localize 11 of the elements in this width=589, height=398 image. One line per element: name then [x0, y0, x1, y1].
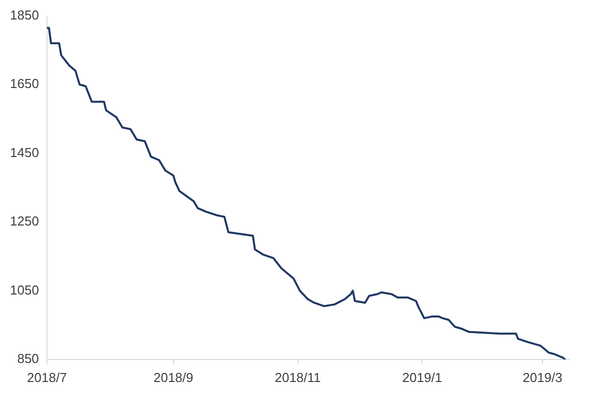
y-tick-label: 1050 — [10, 282, 39, 298]
x-tick-label: 2018/9 — [153, 370, 194, 385]
y-tick-label: 1450 — [10, 144, 39, 160]
y-tick-label: 1850 — [10, 7, 39, 22]
y-tick-label: 850 — [17, 350, 39, 366]
x-tick-label: 2018/7 — [27, 370, 67, 385]
x-tick-label: 2019/3 — [522, 370, 562, 385]
x-tick-label: 2018/11 — [274, 370, 321, 385]
y-tick-label: 1250 — [10, 214, 39, 229]
y-tick-label: 1650 — [10, 76, 39, 92]
x-tick-label: 2019/1 — [402, 370, 442, 385]
